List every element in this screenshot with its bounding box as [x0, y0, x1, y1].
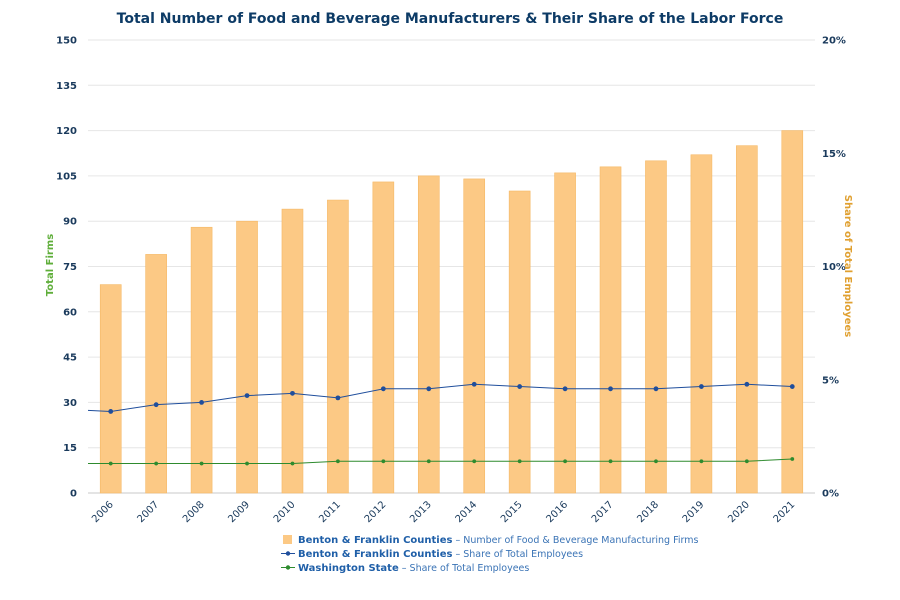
left-axis-ticks: 0 15 30 45 60 75 90 105 120 135 150 [56, 36, 77, 500]
right-axis-label: Share of Total Employees [842, 195, 853, 338]
line-point [290, 390, 295, 396]
line-point [426, 459, 431, 464]
line-point [381, 459, 386, 464]
bar [236, 220, 258, 494]
bar-series [99, 130, 804, 494]
right-tick-label: 10% [822, 262, 846, 273]
line-point [336, 459, 340, 464]
left-tick-label: 60 [63, 307, 77, 318]
bar [281, 208, 304, 494]
left-tick-label: 75 [63, 262, 77, 273]
line-point [245, 461, 249, 466]
left-tick-label: 135 [56, 81, 77, 92]
right-tick-label: 5% [822, 375, 839, 386]
x-tick-label: 2011 [317, 499, 343, 525]
legend-label: Washington State – Share of Total Employ… [298, 563, 529, 574]
x-tick-label: 2019 [681, 499, 707, 525]
line-point [562, 386, 568, 392]
line-point [653, 386, 659, 392]
chart-title: Total Number of Food and Beverage Manufa… [117, 11, 784, 27]
left-tick-label: 0 [70, 489, 77, 500]
x-tick-label: 2012 [363, 499, 389, 525]
line-point [380, 386, 386, 392]
bar [554, 172, 576, 494]
x-tick-label: 2009 [226, 499, 252, 525]
line-point [517, 459, 522, 464]
right-tick-label: 15% [822, 149, 846, 160]
line-point [699, 459, 704, 464]
line-point [199, 400, 204, 405]
line-point [608, 459, 613, 464]
line-point [154, 461, 159, 466]
bar [417, 175, 440, 494]
x-tick-label: 2006 [90, 499, 116, 525]
line-point [244, 393, 250, 399]
x-axis-ticks: 2006 2007 2008 2009 2010 2011 2012 2013 2014 2015… [90, 499, 797, 525]
left-tick-label: 15 [63, 443, 77, 454]
left-tick-label: 150 [56, 36, 77, 47]
line-point [108, 461, 113, 466]
line-point [654, 459, 658, 464]
bar [327, 199, 349, 494]
line-point [608, 386, 613, 392]
legend: Benton & Franklin Counties – Number of F… [281, 535, 699, 574]
line-point [790, 457, 795, 461]
line-point [744, 459, 749, 464]
x-tick-label: 2017 [590, 499, 616, 525]
x-tick-label: 2018 [635, 499, 661, 525]
line-point [153, 402, 159, 408]
line-point [290, 461, 295, 466]
left-tick-label: 45 [63, 353, 77, 364]
line-point [426, 386, 432, 392]
x-tick-label: 2020 [726, 499, 752, 525]
bar [145, 254, 167, 494]
bar [463, 178, 486, 494]
left-tick-label: 30 [63, 398, 77, 409]
bar [372, 181, 395, 494]
x-tick-label: 2007 [136, 499, 162, 525]
left-tick-label: 105 [56, 171, 77, 182]
x-tick-label: 2008 [181, 499, 207, 525]
left-tick-label: 120 [56, 126, 77, 137]
legend-marker [285, 565, 291, 570]
bar [599, 166, 622, 494]
line-point [471, 381, 477, 387]
bar [508, 190, 531, 494]
left-tick-label: 90 [63, 217, 77, 228]
x-tick-label: 2021 [772, 499, 798, 525]
line-point [472, 459, 477, 464]
legend-marker [285, 551, 291, 556]
right-tick-label: 20% [822, 36, 846, 47]
line-point [789, 384, 795, 389]
right-tick-label: 0% [822, 489, 839, 500]
bar [736, 145, 758, 494]
line-series [87, 381, 795, 466]
bar [781, 130, 804, 494]
x-tick-label: 2015 [499, 499, 525, 525]
x-tick-label: 2016 [544, 499, 570, 525]
line-point [199, 461, 204, 466]
bar [190, 226, 213, 494]
legend-swatch [283, 535, 292, 544]
line-point [517, 384, 523, 389]
legend-label: Benton & Franklin Counties – Number of F… [298, 535, 699, 546]
left-axis-label: Total Firms [45, 234, 56, 296]
right-axis-ticks: 0% 5% 10% 15% 20% [822, 36, 846, 500]
line-point [699, 384, 704, 389]
line-point [563, 459, 567, 464]
x-tick-label: 2013 [408, 499, 434, 525]
bar [99, 284, 122, 494]
x-tick-label: 2014 [454, 499, 480, 525]
bar [645, 160, 667, 494]
line-point [335, 395, 341, 401]
line-point [108, 409, 114, 414]
line-point [744, 381, 750, 387]
legend-label: Benton & Franklin Counties – Share of To… [298, 549, 583, 560]
bar [690, 154, 713, 494]
x-tick-label: 2010 [272, 499, 298, 525]
